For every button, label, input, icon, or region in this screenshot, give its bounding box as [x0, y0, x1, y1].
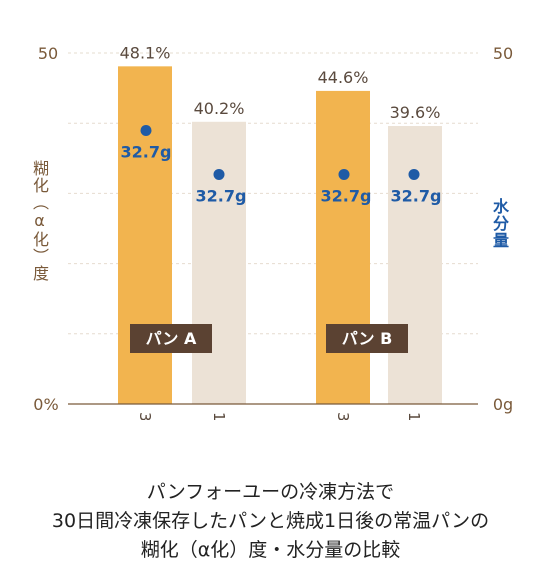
- water-content-dot: [140, 124, 152, 136]
- water-content-dot: [213, 168, 225, 180]
- right-axis-tick: 0g: [493, 395, 513, 414]
- bar-value-label: 44.6%: [318, 68, 369, 87]
- x-category-label: 30日後《冷凍》: [136, 412, 154, 420]
- right-axis-title: 水分量: [490, 198, 509, 249]
- group-label-box: [130, 324, 212, 353]
- water-content-dot: [338, 168, 350, 180]
- left-axis-title: 糊化（α化）度: [30, 160, 49, 282]
- bar-value-label: 40.2%: [194, 99, 245, 118]
- x-category-label: 1日後《常温》: [405, 412, 423, 420]
- group-label: パン A: [146, 329, 197, 348]
- group-label-box: [326, 324, 408, 353]
- water-content-label: 32.7g: [391, 186, 442, 205]
- caption-line-2: 30日間冷凍保存したパンと焼成1日後の常温パンの: [51, 510, 490, 532]
- water-content-label: 32.7g: [121, 142, 172, 161]
- caption-line-3: 糊化（α化）度・水分量の比較: [140, 539, 401, 561]
- group-label: パン B: [342, 329, 393, 348]
- x-category-label: 30日後《冷凍》: [334, 412, 352, 420]
- bar-value-label: 48.1%: [120, 43, 171, 62]
- right-axis-tick: 50: [493, 44, 513, 63]
- bar: [316, 90, 370, 405]
- x-category-label: 1日後《常温》: [210, 412, 228, 420]
- caption-line-1: パンフォーユーの冷凍方法で: [146, 481, 395, 503]
- chart: 48.1% 40.2% 44.6% 39.6% 50 0% 50 0g 32.7g 32.7g 32…: [33, 43, 513, 420]
- bar: [192, 121, 246, 405]
- water-content-dot: [408, 168, 420, 180]
- bar: [388, 126, 442, 405]
- water-content-label: 32.7g: [196, 186, 247, 205]
- left-axis-tick: 0%: [33, 395, 58, 414]
- water-content-label: 32.7g: [321, 186, 372, 205]
- bar-value-label: 39.6%: [390, 103, 441, 122]
- left-axis-tick: 50: [38, 44, 58, 63]
- bar: [118, 66, 172, 404]
- chart-caption: パンフォーユーの冷凍方法で 30日間冷凍保存したパンと焼成1日後の常温パンの 糊…: [0, 478, 541, 565]
